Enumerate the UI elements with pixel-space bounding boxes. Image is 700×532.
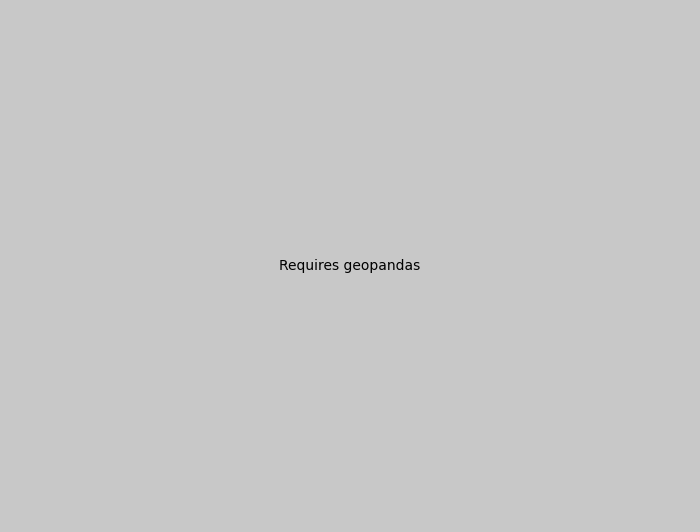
Text: Requires geopandas: Requires geopandas [279, 259, 421, 273]
